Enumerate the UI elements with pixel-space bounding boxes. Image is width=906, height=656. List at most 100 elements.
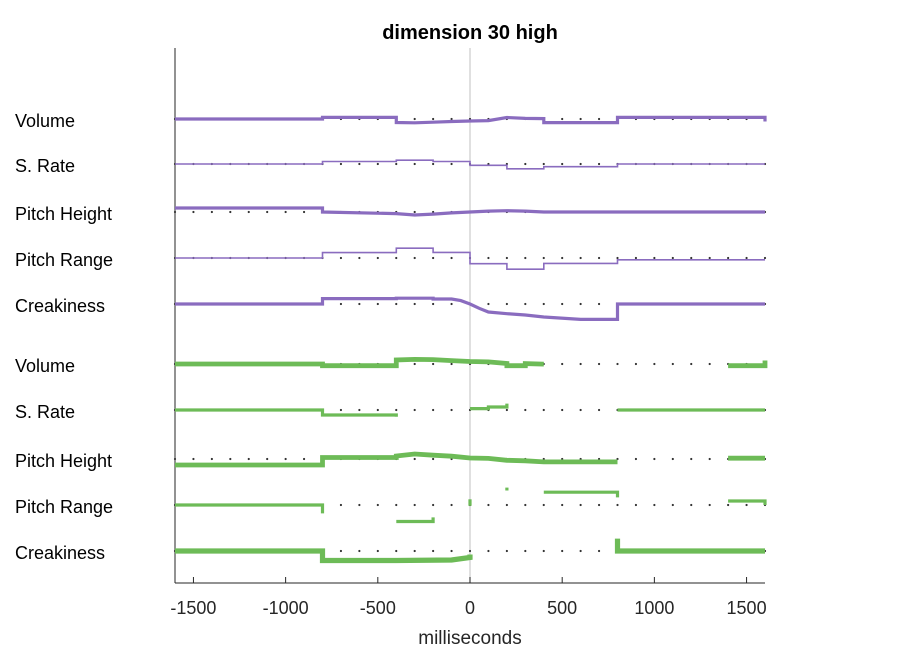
sample-dot	[173, 457, 177, 461]
series-line-green	[175, 451, 618, 468]
sample-dot	[597, 256, 601, 260]
sample-dot	[524, 256, 527, 260]
x-tick-label: 0	[465, 598, 475, 618]
row-label: Creakiness	[15, 543, 105, 563]
sample-dot	[339, 302, 343, 306]
sample-dot	[671, 457, 674, 461]
sample-dot	[358, 256, 361, 260]
sample-dot	[376, 503, 379, 507]
sample-dot	[376, 256, 379, 260]
sample-dot	[579, 302, 582, 306]
series-line-green	[728, 499, 767, 505]
sample-dot	[284, 457, 287, 461]
series-line-purple	[175, 115, 767, 125]
sample-dot	[653, 457, 656, 461]
x-tick-label: 500	[547, 598, 577, 618]
sample-dot	[671, 503, 674, 507]
sample-dot	[727, 256, 730, 260]
sample-dot	[376, 549, 379, 553]
sample-dot	[616, 503, 619, 507]
sample-dot	[413, 256, 416, 260]
sample-dot	[524, 302, 527, 306]
sample-dot	[413, 457, 416, 461]
sample-dot	[413, 362, 416, 366]
x-axis-label: milliseconds	[418, 628, 521, 649]
series-line-green	[614, 538, 765, 554]
series-line-green	[470, 403, 509, 411]
sample-dot	[173, 210, 177, 214]
sample-dot	[358, 408, 361, 412]
sample-dot	[487, 256, 490, 260]
sample-dot	[432, 408, 435, 412]
series-line-green	[728, 360, 768, 369]
sample-dot	[690, 256, 693, 260]
sample-dot	[413, 210, 416, 214]
sample-dot	[450, 503, 453, 507]
sample-dot	[413, 302, 416, 306]
series-line-purple	[175, 296, 765, 321]
sample-dot	[542, 302, 545, 306]
sample-dot	[376, 302, 379, 306]
sample-dot	[690, 503, 693, 507]
sample-dot	[339, 256, 343, 260]
sample-dot	[432, 503, 435, 507]
x-tick-label: -1500	[170, 598, 216, 618]
sample-dot	[450, 408, 453, 412]
sample-dot	[432, 302, 435, 306]
sample-dot	[358, 549, 361, 553]
sample-dot	[505, 302, 508, 306]
sample-dot	[542, 549, 545, 553]
sample-dot	[671, 256, 674, 260]
sample-dot	[561, 162, 564, 166]
sample-dot	[597, 549, 601, 553]
sample-dot	[339, 408, 343, 412]
sample-dot	[653, 256, 656, 260]
sample-dot	[192, 210, 195, 214]
sample-dot	[579, 162, 582, 166]
sample-dot	[487, 302, 490, 306]
sample-dot	[763, 256, 767, 260]
sample-dot	[597, 362, 601, 366]
row-label: S. Rate	[15, 156, 75, 176]
sample-dot	[708, 457, 711, 461]
sample-dot	[727, 503, 730, 507]
row-label: S. Rate	[15, 402, 75, 422]
sample-dot	[634, 457, 638, 461]
sample-dot	[561, 549, 564, 553]
sample-dot	[653, 503, 656, 507]
sample-dot	[634, 256, 638, 260]
sample-dot	[395, 503, 398, 507]
sample-dot	[597, 117, 601, 121]
sample-dot	[395, 549, 398, 553]
series-line-purple	[175, 159, 765, 170]
sample-dot	[505, 549, 508, 553]
sample-dot	[671, 362, 674, 366]
sample-dot	[579, 362, 582, 366]
sample-dot	[524, 408, 527, 412]
sample-dot	[413, 162, 416, 166]
sample-dot	[561, 256, 564, 260]
sample-dot	[395, 256, 398, 260]
sample-dot	[542, 408, 545, 412]
sample-dot	[468, 549, 472, 553]
sample-dot	[247, 210, 250, 214]
sample-dot	[690, 362, 693, 366]
sample-dot	[690, 457, 693, 461]
sample-dot	[339, 162, 343, 166]
sample-dot	[616, 256, 619, 260]
sample-dot	[432, 549, 435, 553]
sample-dot	[266, 210, 269, 214]
sample-dot	[450, 256, 453, 260]
sample-dot	[413, 503, 416, 507]
sample-dot	[524, 503, 527, 507]
sample-dot	[542, 503, 545, 507]
sample-dot	[597, 302, 601, 306]
sample-dot	[339, 549, 343, 553]
sample-dot	[432, 362, 435, 366]
sample-dot	[505, 256, 508, 260]
series-line-green	[175, 548, 473, 564]
sample-dot	[450, 549, 453, 553]
sample-dot	[524, 549, 527, 553]
sample-dot	[450, 302, 453, 306]
